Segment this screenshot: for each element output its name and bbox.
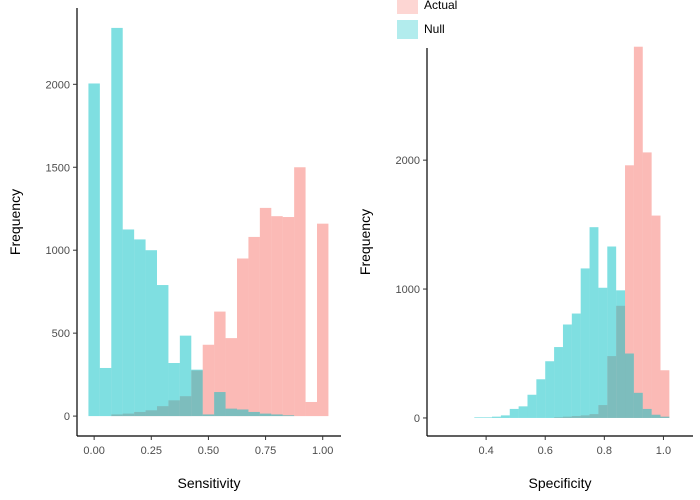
bar-actual [651, 215, 661, 418]
x-tick-label: 0.50 [198, 445, 219, 457]
legend-label-actual: Actual [424, 0, 457, 12]
y-tick-label: 1500 [46, 162, 70, 174]
bar-null [168, 363, 180, 417]
y-tick-label: 500 [52, 328, 70, 340]
bar-null [571, 313, 581, 418]
bar-null [607, 246, 617, 418]
bar-null [122, 229, 135, 417]
y-axis-title: Frequency [357, 209, 373, 275]
bar-null [616, 290, 626, 418]
bar-actual [305, 401, 317, 417]
bar-null [157, 285, 169, 417]
bar-null [271, 414, 283, 417]
y-tick-label: 1000 [396, 284, 420, 296]
bar-actual [225, 338, 237, 417]
bar-null [179, 335, 192, 417]
bar-actual [237, 258, 249, 417]
bar-null [483, 417, 493, 418]
bar-actual [202, 344, 215, 417]
specificity-panel: 0 1000 2000 0.4 0.6 0.8 1.0 Specificity Frequenc… [357, 46, 693, 491]
sensitivity-panel: 0 500 1000 1500 2000 0.00 0.25 0.50 0.75 1.00 Sens… [7, 8, 341, 491]
bar-null [492, 416, 501, 418]
bar-actual [271, 216, 283, 417]
bar-actual [633, 46, 643, 418]
bar-null [580, 268, 590, 418]
y-axis-title: Frequency [7, 189, 23, 255]
bar-null [562, 324, 572, 418]
bar-actual [642, 152, 652, 418]
bar-actual [294, 167, 306, 417]
series-null [474, 227, 670, 418]
bar-actual [214, 311, 226, 417]
bar-null [589, 227, 599, 418]
y-tick-label: 1000 [46, 245, 70, 257]
bar-null [111, 27, 123, 417]
bar-null [134, 239, 146, 417]
bar-actual [660, 370, 670, 418]
bar-null [660, 416, 670, 418]
x-tick-label: 0.75 [255, 445, 276, 457]
bar-actual [259, 207, 272, 417]
y-tick-label: 0 [64, 411, 70, 423]
y-tick-label: 2000 [396, 155, 420, 167]
bar-actual [625, 165, 634, 418]
bar-null [527, 394, 537, 418]
x-tick-label: 1.0 [656, 445, 671, 457]
bar-actual [282, 217, 295, 417]
legend-label-null: Null [424, 22, 445, 36]
bar-null [500, 415, 510, 418]
bar-null [536, 379, 546, 418]
x-tick-label: 0.6 [538, 445, 553, 457]
legend-key-null [397, 20, 418, 39]
bar-null [625, 353, 634, 418]
bar-actual [248, 236, 260, 417]
x-tick-label: 0.25 [141, 445, 162, 457]
bar-null [145, 250, 157, 417]
y-tick-label: 2000 [46, 79, 70, 91]
bar-null [99, 367, 112, 417]
x-tick-label: 0.4 [478, 445, 493, 457]
bar-null [474, 417, 484, 418]
bar-null [202, 414, 215, 417]
bar-null [259, 413, 272, 417]
bar-null [518, 406, 528, 418]
x-axis-title: Sensitivity [177, 475, 240, 491]
bar-null [633, 392, 643, 418]
bar-null [214, 392, 226, 417]
y-tick-label: 0 [414, 413, 420, 425]
bar-null [545, 361, 555, 418]
bar-null [642, 408, 652, 418]
bar-actual [317, 223, 329, 417]
bar-null [248, 411, 260, 417]
bar-null [282, 415, 295, 417]
bar-null [225, 408, 237, 417]
bar-null [88, 83, 100, 417]
x-tick-label: 0.8 [597, 445, 612, 457]
bar-null [509, 408, 519, 418]
bar-null [598, 287, 608, 418]
x-tick-label: 1.00 [312, 445, 333, 457]
series-null [88, 27, 295, 417]
legend: Actual Null [397, 0, 457, 39]
bar-null [651, 414, 661, 418]
x-axis-title: Specificity [528, 475, 591, 491]
bar-null [191, 369, 203, 417]
legend-key-actual [397, 0, 418, 14]
bar-null [237, 409, 249, 417]
bar-null [554, 347, 563, 418]
x-tick-label: 0.00 [83, 445, 104, 457]
